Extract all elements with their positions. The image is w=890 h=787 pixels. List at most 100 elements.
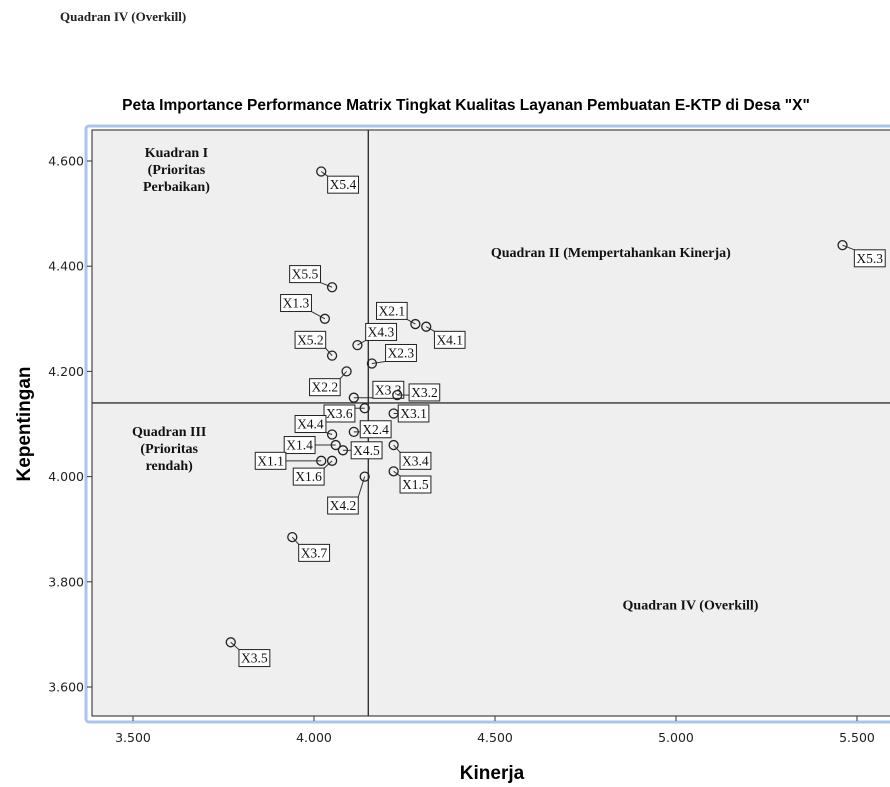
point-label: X1.1	[257, 453, 284, 468]
point-label-box	[323, 404, 356, 423]
point-label: X2.1	[379, 303, 406, 318]
data-point-group: X3.6	[323, 403, 370, 423]
data-point-group: X2.4	[348, 420, 392, 439]
data-point-group: X3.7	[287, 531, 331, 562]
point-label: X4.5	[353, 443, 380, 458]
plot-frame-outer	[84, 124, 890, 724]
data-point-marker	[225, 637, 236, 648]
data-point-marker	[410, 318, 421, 330]
quadrant-label-line: rendah)	[146, 459, 194, 474]
data-point-group: X5.3	[837, 240, 886, 268]
point-label: X3.7	[301, 545, 328, 560]
quadrant-labels: Kuadran I (Prioritas Perbaikan) Quadran II …	[132, 146, 759, 613]
quadrant-label: Quadran IV (Overkill)	[623, 598, 759, 613]
point-label-box	[289, 265, 322, 284]
data-point-marker	[359, 471, 370, 482]
data-point-marker	[366, 358, 378, 369]
quadrant-label-line: Quadran II (Mempertahankan Kinerja)	[491, 246, 731, 261]
point-label-box	[350, 441, 383, 460]
point-label: X3.4	[402, 453, 429, 468]
point-label: X5.3	[856, 251, 883, 266]
point-label: X1.5	[402, 477, 429, 492]
point-label-box	[372, 380, 405, 399]
data-point-group: X4.5	[337, 441, 383, 460]
y-tick-label: 4.000	[48, 469, 84, 484]
data-point-marker	[341, 366, 352, 377]
y-tick-label: 4.200	[48, 364, 84, 379]
data-point-group: X4.3	[352, 322, 398, 351]
quadrant-label: Quadran II (Mempertahankan Kinerja)	[491, 246, 731, 261]
data-point-marker	[316, 455, 327, 466]
quadrant-label-line: Perbaikan)	[143, 180, 210, 195]
data-point-group: X3.4	[388, 439, 432, 470]
axis-ticks: 3.500 4.000 4.500 5.000 5.500 3.600 3.800 4.000…	[48, 154, 875, 746]
point-label: X4.4	[297, 417, 324, 432]
y-tick-label: 3.800	[48, 574, 84, 589]
point-leader-line	[393, 470, 401, 477]
point-label: X1.6	[295, 469, 322, 484]
data-point-marker	[326, 429, 338, 440]
quadrant-label-line: Quadran III	[132, 425, 206, 440]
point-label: X2.2	[312, 380, 339, 395]
data-point-marker	[388, 439, 399, 451]
plot-area	[91, 129, 890, 717]
point-label-box	[294, 415, 327, 433]
top-caption: Quadran IV (Overkill)	[60, 9, 187, 24]
data-point-group: X2.2	[309, 366, 352, 397]
point-label-box	[254, 451, 287, 470]
point-label: X3.6	[326, 406, 353, 421]
data-point-group: X1.6	[292, 455, 338, 486]
data-point-marker	[392, 389, 403, 401]
point-label-box	[327, 175, 360, 194]
x-tick-label: 5.500	[839, 730, 875, 745]
data-point-group: X5.4	[316, 166, 360, 194]
point-leader-line	[325, 432, 333, 435]
point-label: X2.4	[362, 422, 389, 437]
data-point-group: X1.5	[388, 466, 432, 494]
point-label-box	[238, 649, 271, 668]
point-label-box	[376, 301, 408, 320]
point-label: X3.2	[411, 385, 438, 400]
point-label: X3.1	[400, 406, 427, 421]
data-point-marker	[287, 531, 298, 543]
x-axis-title: Kinerja	[460, 763, 525, 784]
point-leader-line	[311, 311, 326, 320]
point-label: X2.3	[388, 345, 415, 360]
data-point-group: X2.3	[366, 343, 417, 369]
data-point-group: X3.2	[392, 383, 441, 402]
y-tick-label: 4.400	[48, 259, 84, 274]
data-point-marker	[348, 392, 359, 403]
quadrant-label-line: Quadran IV (Overkill)	[623, 598, 759, 613]
quadrant-label-line: (Prioritas	[140, 442, 198, 457]
point-label-box	[385, 343, 417, 362]
y-tick-label: 4.600	[48, 154, 84, 169]
x-tick-label: 3.500	[115, 730, 151, 745]
quadrant-label-line: Kuadran I	[145, 146, 208, 161]
data-point-group: X4.2	[327, 471, 370, 515]
point-label-box	[294, 330, 327, 349]
data-point-marker	[348, 426, 359, 438]
y-axis-title: Kepentingan	[14, 366, 35, 481]
data-point-marker	[421, 321, 432, 332]
point-label: X5.4	[330, 177, 357, 192]
data-point-marker	[330, 439, 341, 451]
point-leader-line	[320, 171, 328, 177]
data-point-group: X4.1	[421, 321, 466, 349]
point-label-box	[283, 436, 316, 455]
point-label-box	[365, 322, 398, 341]
point-label: X4.3	[368, 324, 395, 339]
point-label: X1.4	[286, 438, 313, 453]
point-label: X5.2	[297, 332, 324, 347]
point-leader-line	[842, 244, 855, 251]
point-label: X1.3	[283, 296, 310, 311]
data-point-marker	[388, 408, 399, 419]
point-label-box	[292, 467, 325, 486]
point-label-box	[359, 420, 392, 439]
data-point-group: X3.3	[348, 380, 405, 403]
data-point-group: X3.5	[225, 637, 271, 668]
point-label-box	[280, 294, 312, 313]
data-point-group: X1.4	[283, 436, 341, 455]
point-label-box	[408, 383, 441, 402]
point-label: X4.1	[436, 332, 463, 347]
data-point-marker	[352, 339, 363, 351]
